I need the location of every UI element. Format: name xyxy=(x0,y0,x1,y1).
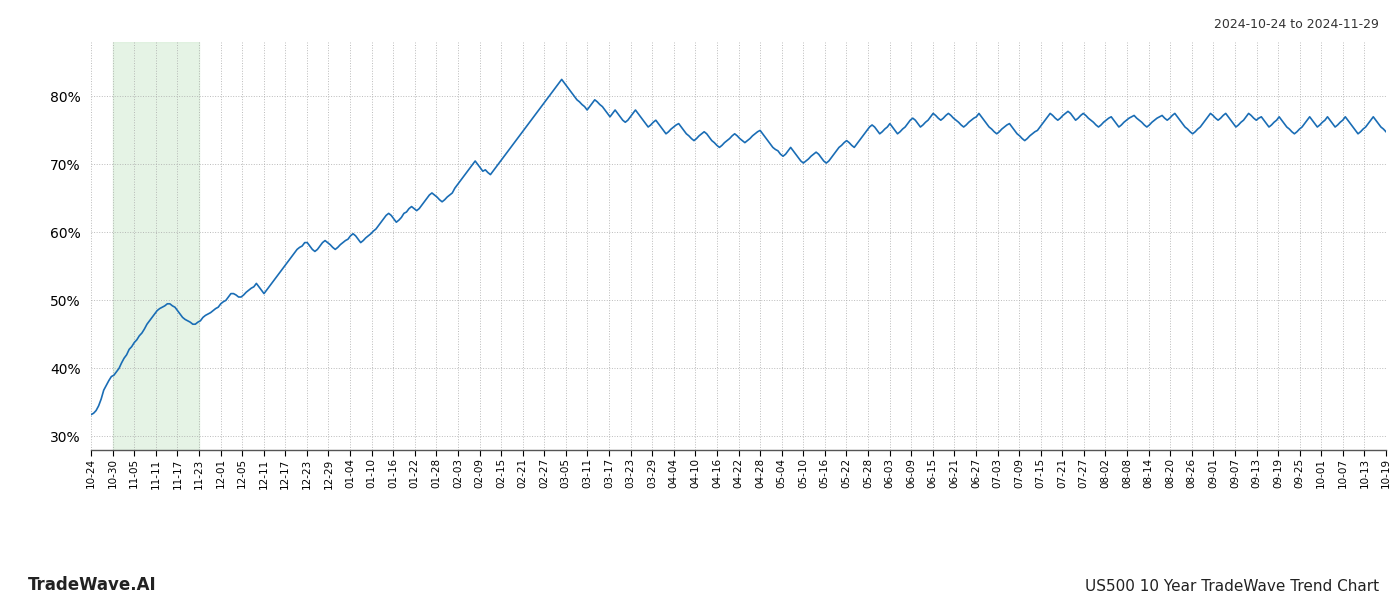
Text: 2024-10-24 to 2024-11-29: 2024-10-24 to 2024-11-29 xyxy=(1214,18,1379,31)
Bar xyxy=(112,42,199,450)
Text: TradeWave.AI: TradeWave.AI xyxy=(28,576,157,594)
Text: US500 10 Year TradeWave Trend Chart: US500 10 Year TradeWave Trend Chart xyxy=(1085,579,1379,594)
